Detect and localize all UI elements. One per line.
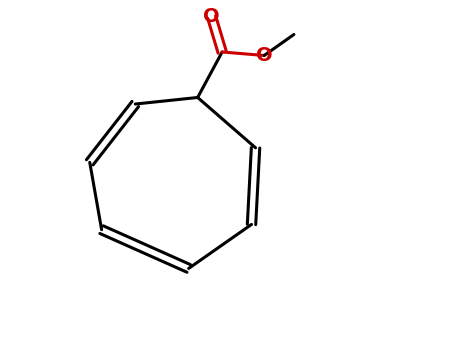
Text: O: O (203, 7, 220, 27)
Text: O: O (256, 46, 273, 65)
